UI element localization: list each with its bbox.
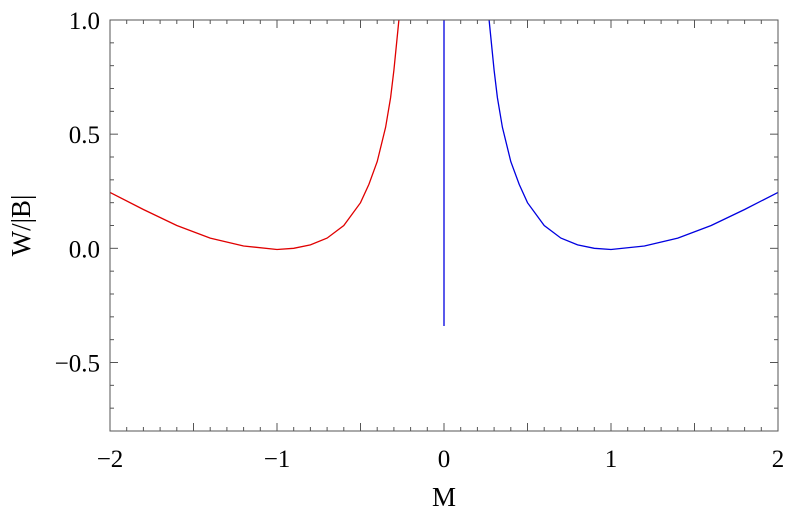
x-tick-labels: −2 −1 0 1 2 <box>97 446 785 473</box>
y-tick-label: −0.5 <box>55 351 100 378</box>
x-tick-label: 0 <box>438 446 451 473</box>
series-line-1 <box>109 19 400 251</box>
x-tick-label: −1 <box>264 446 291 473</box>
x-axis-label: M <box>432 482 456 512</box>
x-tick-label: 1 <box>605 446 618 473</box>
x-tick-label: −2 <box>97 446 124 473</box>
y-axis-label: W/|B| <box>6 195 36 257</box>
series-group <box>109 19 779 326</box>
y-tick-label: 0.0 <box>69 236 100 263</box>
plot-frame <box>109 19 779 432</box>
y-tick-label: 1.0 <box>69 8 100 35</box>
series-line-2 <box>488 19 779 251</box>
y-tick-labels: −0.5 0.0 0.5 1.0 <box>55 8 100 378</box>
x-tick-label: 2 <box>772 446 785 473</box>
y-tick-label: 0.5 <box>69 122 100 149</box>
